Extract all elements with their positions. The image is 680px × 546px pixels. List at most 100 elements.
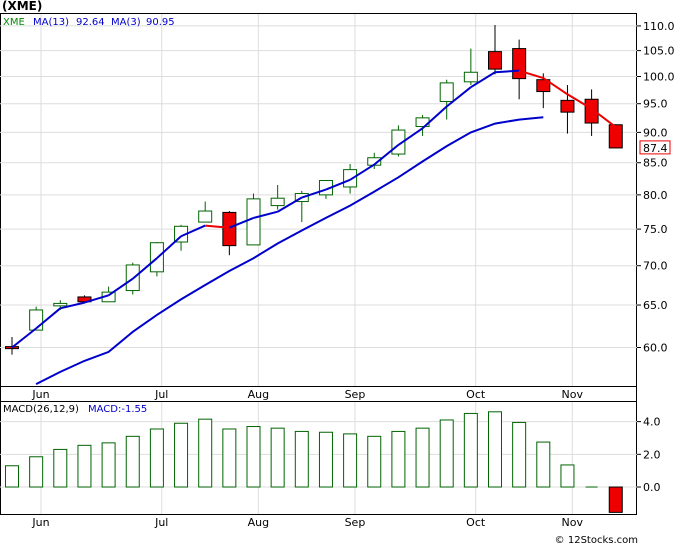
price-tick-label: 75.0 — [643, 223, 668, 236]
macd-bar — [512, 421, 527, 488]
ma3-line-segment — [277, 196, 303, 213]
candle-body — [343, 169, 358, 188]
candle-body — [29, 309, 44, 331]
ma3-line-segment — [180, 224, 206, 238]
ma3-line-segment — [60, 301, 85, 310]
price-tick-label: 110.0 — [643, 20, 675, 33]
macd-bar — [463, 412, 478, 488]
ma3-line-segment — [253, 210, 278, 219]
macd-bar — [174, 422, 189, 488]
candle-body — [536, 79, 551, 93]
macd-bar — [391, 430, 406, 488]
moving-average-lines — [11, 69, 617, 385]
legend-ma3-value: 90.95 — [146, 17, 175, 28]
month-label-macd: Nov — [562, 516, 584, 529]
month-label-macd: Aug — [248, 516, 269, 529]
price-tick-label: 70.0 — [643, 260, 668, 273]
month-label-macd: Jun — [31, 516, 49, 529]
macd-bar — [125, 435, 140, 488]
macd-bar — [149, 428, 164, 488]
price-tick-label: 80.0 — [643, 189, 668, 202]
ma3-line-segment — [397, 127, 424, 146]
ma3-line-segment — [11, 327, 37, 349]
price-panel-frame — [0, 13, 637, 402]
price-tick-label: 60.0 — [643, 341, 668, 354]
candle-body — [560, 99, 575, 113]
price-tick-label: 105.0 — [643, 45, 675, 58]
candle-body — [463, 71, 478, 83]
ma3-line-segment — [35, 307, 61, 330]
macd-bar — [294, 430, 309, 488]
month-label-price: Sep — [345, 388, 366, 401]
macd-legend-name: MACD(26,12,9) — [3, 404, 79, 415]
macd-tick-label: 0.0 — [643, 481, 661, 494]
month-label-price: Aug — [248, 388, 269, 401]
macd-bar — [222, 428, 237, 488]
ma3-line-segment — [446, 86, 472, 108]
ma3-line-segment — [301, 188, 327, 199]
macd-bar — [101, 442, 116, 488]
candle-body — [53, 302, 68, 307]
macd-bar — [415, 427, 430, 488]
macd-bar — [343, 433, 358, 488]
macd-bar — [53, 448, 68, 488]
candle-body — [439, 82, 454, 102]
legend-ma3-label: MA(3) — [111, 17, 141, 28]
month-label-price: Oct — [466, 388, 486, 401]
ma13-line — [35, 116, 544, 385]
macd-bar — [270, 427, 285, 488]
macd-bar — [536, 441, 551, 488]
month-labels: Jun Jun Jul Jul Aug Aug Sep Sep Oct Oct Nov Nov — [31, 388, 583, 529]
ma3-line-segment — [542, 77, 569, 96]
ma3-line-segment — [566, 93, 593, 110]
macd-bar — [439, 419, 454, 488]
month-label-macd: Jul — [154, 516, 168, 529]
candle-body — [246, 198, 261, 246]
candle-body — [488, 51, 502, 70]
ma3-line-segment — [494, 69, 520, 74]
macd-bar — [367, 435, 382, 488]
macd-histogram — [5, 411, 623, 513]
candle-body — [198, 210, 213, 223]
macd-bar — [246, 426, 261, 488]
ma3-line-segment — [228, 216, 254, 229]
month-label-macd: Sep — [345, 516, 366, 529]
price-axis: 60.0 65.0 70.0 75.0 80.0 85.0 90.0 95.0 100.0 105… — [637, 20, 675, 354]
ma3-line-segment — [205, 224, 230, 229]
month-label-macd: Oct — [466, 516, 486, 529]
macd-tick-label: 4.0 — [643, 416, 661, 429]
chart-title: (XME) — [2, 0, 42, 13]
legend-ma13-label: MA(13) — [33, 17, 69, 28]
ma3-line-segment — [373, 144, 400, 166]
macd-bar — [608, 486, 623, 513]
candle-body — [608, 124, 623, 149]
macd-bar — [77, 444, 92, 488]
macd-bar — [5, 465, 19, 488]
macd-bar — [198, 418, 213, 488]
candle-body — [512, 48, 527, 80]
ma3-line-segment — [590, 107, 617, 128]
month-label-price: Jun — [31, 388, 49, 401]
legend-symbol: XME — [3, 17, 25, 28]
ma3-line-segment — [132, 257, 158, 280]
macd-tick-label: 2.0 — [643, 448, 661, 461]
macd-legend-value: MACD:-1.55 — [88, 404, 147, 415]
ma3-line-segment — [156, 235, 182, 259]
candle-body — [584, 98, 599, 124]
macd-bar — [29, 456, 44, 488]
month-label-price: Jul — [154, 388, 168, 401]
ma3-line-segment — [84, 294, 109, 304]
macd-bar — [488, 411, 502, 488]
watermark: © 12Stocks.com — [555, 535, 638, 546]
candle-body — [270, 197, 285, 207]
ma3-line-segment — [421, 105, 448, 130]
legend-ma13-value: 92.64 — [76, 17, 105, 28]
month-label-price: Nov — [562, 388, 584, 401]
last-price-tag: 87.4 — [643, 142, 668, 155]
ma3-line-segment — [349, 163, 375, 181]
ma3-line-segment — [518, 69, 544, 80]
last-price-tag-box — [639, 140, 671, 155]
macd-bar — [318, 431, 333, 488]
candle-body — [222, 211, 237, 247]
